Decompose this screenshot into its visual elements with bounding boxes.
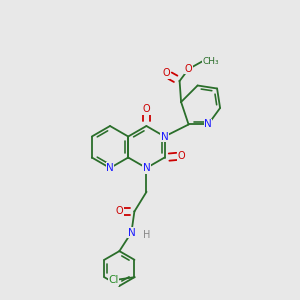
Text: H: H [143,230,150,241]
Text: N: N [161,131,169,142]
Text: N: N [204,119,212,130]
Text: Cl: Cl [108,275,119,285]
Text: O: O [116,206,123,217]
Text: N: N [142,163,150,173]
Text: N: N [106,163,114,173]
Text: O: O [162,68,170,79]
Text: O: O [142,104,150,115]
Text: O: O [177,151,185,161]
Text: CH₃: CH₃ [202,57,219,66]
Text: O: O [185,64,192,74]
Text: N: N [128,227,135,238]
